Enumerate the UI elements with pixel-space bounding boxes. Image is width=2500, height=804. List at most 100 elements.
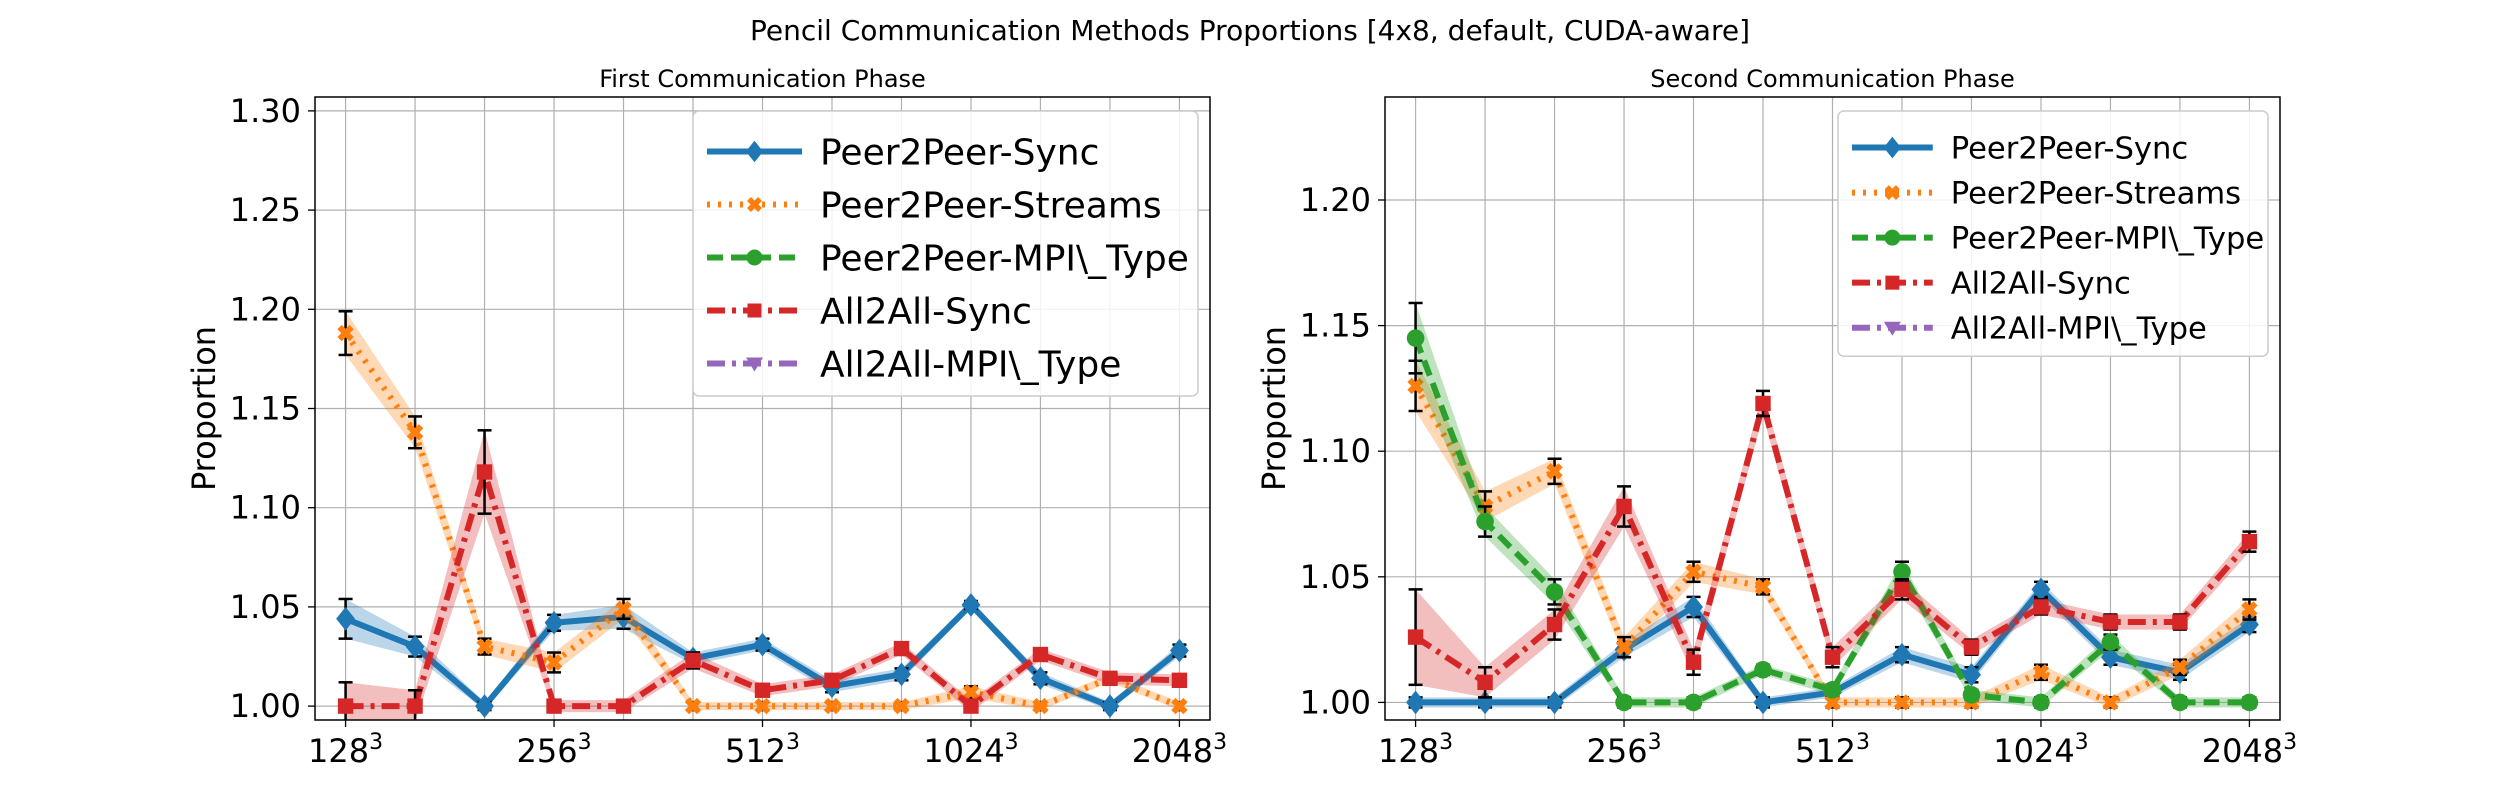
data-point-0 <box>1962 662 1981 687</box>
data-point-2 <box>1476 512 1494 531</box>
data-point-1 <box>684 697 702 715</box>
data-point-0 <box>892 662 911 687</box>
plot-frame <box>1384 96 2281 721</box>
data-point-1 <box>1824 694 1841 711</box>
data-point-0 <box>1100 694 1120 718</box>
data-point-1 <box>1407 377 1424 395</box>
data-point-3 <box>2241 533 2258 550</box>
data-point-2 <box>1823 681 1842 699</box>
data-point-3 <box>893 640 910 657</box>
data-point-3 <box>407 698 423 714</box>
data-point-1 <box>1754 578 1772 596</box>
x-tick-label: 1283 <box>308 730 383 770</box>
data-point-3 <box>615 698 632 714</box>
data-point-3 <box>1685 654 1702 670</box>
data-point-3 <box>1894 581 1910 598</box>
data-point-0 <box>475 694 494 718</box>
data-point-1 <box>754 697 771 715</box>
data-point-0 <box>2239 612 2259 637</box>
data-point-0 <box>1892 642 1912 667</box>
data-point-0 <box>1406 690 1426 715</box>
legend-label: Peer2Peer-Streams <box>1951 177 2241 212</box>
data-point-0 <box>1031 666 1050 691</box>
data-point-0 <box>753 632 772 657</box>
data-point-2 <box>1893 562 1911 581</box>
legend: Peer2Peer-Sync Peer2Peer-Streams Peer2Peer… <box>692 110 1199 397</box>
legend-marker <box>1885 275 1900 290</box>
data-point-3 <box>1477 674 1493 691</box>
x-tick-label: 10243 <box>1993 730 2088 770</box>
chart-panel-1: 1.00 1.05 1.10 1.15 1.20 1.25 1.30 1283 2563 5123… <box>185 65 1227 770</box>
data-point-2 <box>1962 686 1981 704</box>
data-point-3 <box>1755 395 1771 412</box>
data-point-2 <box>2171 693 2189 712</box>
y-axis-label: Proportion <box>185 326 223 491</box>
legend-label: Peer2Peer-Streams <box>820 185 1162 226</box>
legend-marker <box>746 249 763 266</box>
data-point-1 <box>2171 659 2189 676</box>
legend-box <box>692 110 1199 397</box>
data-point-1 <box>615 600 632 618</box>
y-tick-label: 1.25 <box>230 191 301 229</box>
data-point-2 <box>1545 583 1564 601</box>
y-tick-label: 1.10 <box>1300 432 1371 470</box>
x-tick-label: 20483 <box>2202 730 2297 770</box>
y-tick-label: 1.10 <box>230 489 301 527</box>
series-layer <box>336 310 1189 720</box>
legend-box <box>1837 110 2269 357</box>
chart-title: Second Communication Phase <box>1650 65 2014 93</box>
plot-frame <box>314 96 1211 721</box>
legend-label: All2All-Sync <box>1951 267 2131 302</box>
data-point-3 <box>1171 672 1188 689</box>
data-point-2 <box>2032 693 2050 712</box>
data-point-3 <box>1407 629 1424 645</box>
x-tick-label: 2563 <box>516 730 591 770</box>
data-point-0 <box>2101 645 2120 669</box>
legend-label: Peer2Peer-Sync <box>1951 132 2188 167</box>
data-point-0 <box>1545 690 1564 715</box>
data-point-2 <box>1754 660 1772 679</box>
data-point-3 <box>1032 646 1049 663</box>
figure-suptitle: Pencil Communication Methods Proportions… <box>749 14 1751 47</box>
data-point-0 <box>544 610 564 635</box>
data-point-0 <box>336 607 356 631</box>
data-point-2 <box>1406 329 1425 347</box>
legend-label: All2All-Sync <box>820 291 1032 332</box>
data-point-1 <box>1615 638 1633 656</box>
series-layer <box>1406 301 2259 715</box>
legend-label: Peer2Peer-Sync <box>820 132 1099 173</box>
data-point-1 <box>962 684 980 701</box>
data-point-0 <box>405 634 425 659</box>
chart-title: First Communication Phase <box>599 65 926 93</box>
y-tick-label: 1.30 <box>230 92 301 130</box>
legend: Peer2Peer-Sync Peer2Peer-Streams Peer2Peer… <box>1837 110 2269 357</box>
y-tick-label: 1.05 <box>1300 558 1371 596</box>
legend-marker <box>746 357 763 372</box>
data-point-1 <box>1032 697 1049 715</box>
data-point-2 <box>1684 693 1703 712</box>
data-point-3 <box>1546 616 1563 633</box>
data-point-2 <box>2240 693 2259 712</box>
data-point-1 <box>476 638 493 655</box>
legend-marker <box>745 140 764 163</box>
y-tick-label: 1.20 <box>1300 181 1371 219</box>
data-point-0 <box>1753 690 1773 715</box>
chart-panel-2: 1.00 1.05 1.10 1.15 1.20 1283 2563 5123 10243 204… <box>1255 65 2297 770</box>
x-tick-label: 5123 <box>1795 730 1870 770</box>
y-tick-label: 1.00 <box>1300 683 1371 721</box>
data-point-0 <box>1684 595 1703 619</box>
data-point-1 <box>1171 697 1188 715</box>
data-point-3 <box>1102 670 1118 687</box>
data-point-1 <box>1893 694 1911 711</box>
data-point-1 <box>545 654 563 671</box>
error-band-3 <box>345 430 1180 720</box>
data-point-1 <box>337 324 354 342</box>
x-tick-label: 5123 <box>725 730 800 770</box>
legend-label: Peer2Peer-MPI\_Type <box>820 238 1189 279</box>
data-point-1 <box>2032 664 2050 681</box>
data-point-3 <box>824 672 840 689</box>
data-point-3 <box>685 652 701 669</box>
data-point-2 <box>1615 693 1633 712</box>
legend-marker <box>747 303 762 318</box>
